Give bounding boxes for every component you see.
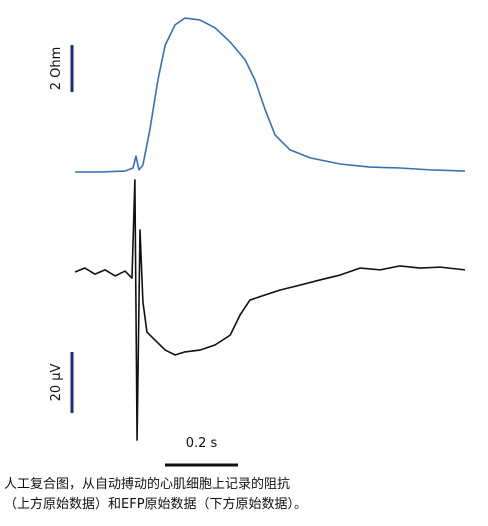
scale-label: 20 µV	[49, 363, 64, 401]
caption-line: （上方原始数据）和EFP原始数据（下方原始数据）。	[4, 496, 307, 512]
scale-label: 2 Ohm	[49, 47, 64, 91]
trace	[74, 179, 466, 441]
scale-label: 0.2 s	[186, 436, 218, 451]
trace	[75, 17, 466, 173]
caption-line: 人工复合图，从自动搏动的心肌细胞上记录的阻抗	[4, 476, 290, 492]
